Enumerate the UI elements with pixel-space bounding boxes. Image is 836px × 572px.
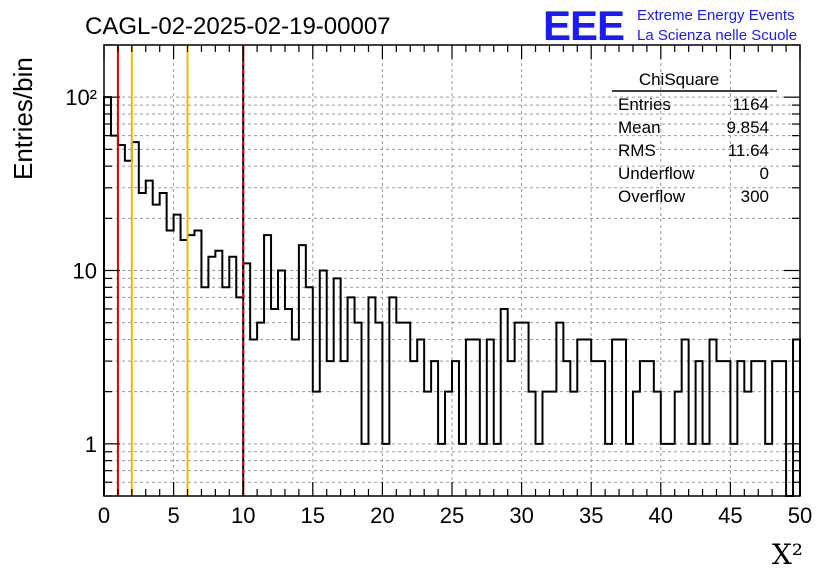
y-tick-label: 10² xyxy=(65,85,97,110)
grid-lines xyxy=(104,45,800,496)
x-tick-label: 35 xyxy=(579,503,603,528)
stats-box: ChiSquare Entries 1164 Mean 9.854 RMS 11… xyxy=(612,70,777,206)
x-tick-label: 25 xyxy=(440,503,464,528)
x-axis-label: X² xyxy=(772,538,803,571)
chart-title: CAGL-02-2025-02-19-00007 xyxy=(85,13,391,40)
cut-lines xyxy=(116,45,245,496)
stats-label-overflow: Overflow xyxy=(618,187,686,206)
stats-value-mean: 9.854 xyxy=(726,118,769,137)
stats-label-mean: Mean xyxy=(618,118,661,137)
x-tick-label: 20 xyxy=(370,503,394,528)
x-tick-label: 5 xyxy=(167,503,179,528)
x-tick-label: 40 xyxy=(649,503,673,528)
stats-label-rms: RMS xyxy=(618,141,656,160)
tick-labels: 0 5 10 15 20 25 30 35 40 45 50 1 10 10² xyxy=(65,85,812,528)
y-tick-label: 10 xyxy=(73,259,97,284)
x-tick-label: 15 xyxy=(301,503,325,528)
histogram-bars xyxy=(103,96,801,497)
stats-label-entries: Entries xyxy=(618,95,671,114)
x-tick-label: 10 xyxy=(231,503,255,528)
x-tick-label: 50 xyxy=(788,503,812,528)
stats-value-rms: 11.64 xyxy=(728,141,769,160)
stats-value-entries: 1164 xyxy=(732,95,769,114)
logo-line-2: La Scienza nelle Scuole xyxy=(637,27,797,44)
x-tick-label: 0 xyxy=(98,503,110,528)
stats-label-underflow: Underflow xyxy=(618,164,695,183)
y-axis-label: Entries/bin xyxy=(8,57,38,180)
stats-value-underflow: 0 xyxy=(760,164,769,183)
x-tick-label: 30 xyxy=(509,503,533,528)
stats-title: ChiSquare xyxy=(639,70,719,89)
logo-line-1: Extreme Energy Events xyxy=(637,7,795,24)
y-tick-label: 1 xyxy=(85,432,97,457)
eee-logo-mark: EEE xyxy=(543,2,624,49)
x-tick-label: 45 xyxy=(718,503,742,528)
stats-value-overflow: 300 xyxy=(741,187,769,206)
axes xyxy=(103,44,801,497)
histogram-outline xyxy=(103,96,801,497)
